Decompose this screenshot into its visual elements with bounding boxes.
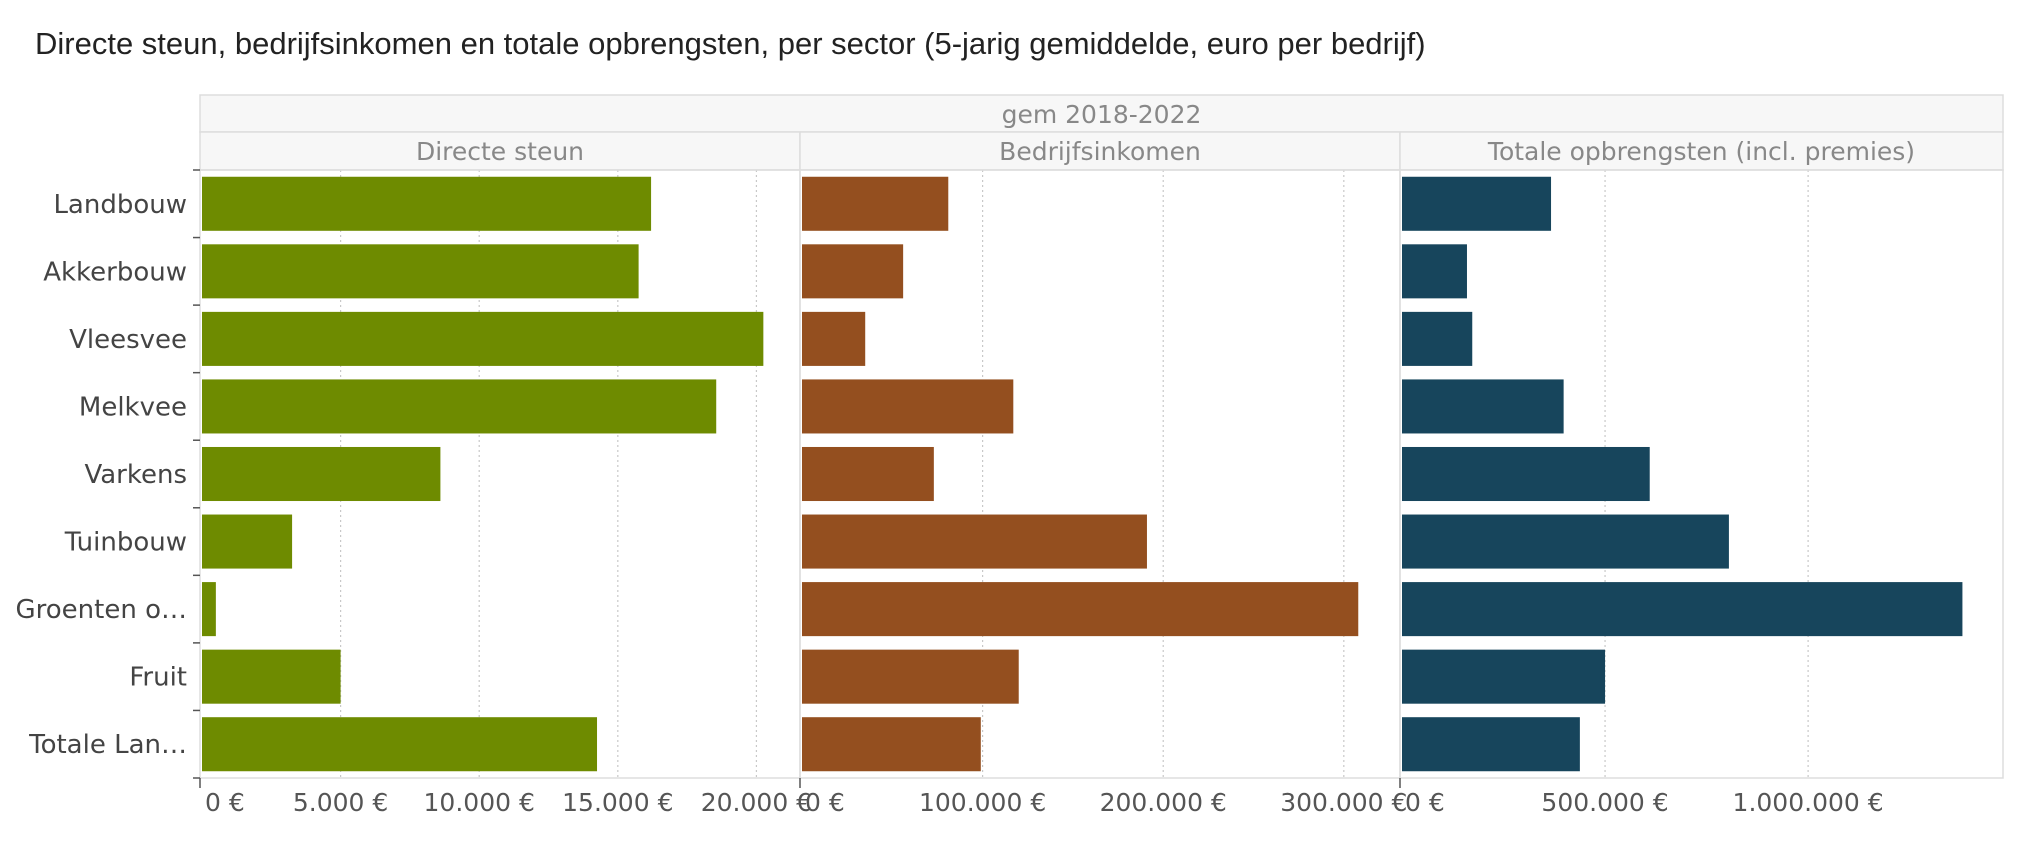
x-tick-label-directe-steun-4: 20.000 € (701, 788, 812, 817)
bar-directe-steun-totale-lan (202, 717, 598, 772)
bar-totale-opbrengsten-incl-premies-melkvee (1402, 379, 1564, 434)
bar-totale-opbrengsten-incl-premies-tuinbouw (1402, 514, 1729, 569)
x-tick-label-bedrijfsinkomen-2: 200.000 € (1100, 788, 1227, 817)
panel-strip-directe-steun (199, 131, 801, 171)
bars (202, 176, 1963, 772)
category-label-groenten-o: Groenten o… (16, 595, 188, 625)
x-tick-label-directe-steun-1: 5.000 € (293, 788, 388, 817)
bar-totale-opbrengsten-incl-premies-vleesvee (1402, 311, 1473, 366)
bar-totale-opbrengsten-incl-premies-groenten-o (1402, 582, 1963, 637)
x-tick-label-bedrijfsinkomen-1: 100.000 € (919, 788, 1046, 817)
bar-directe-steun-varkens (202, 446, 441, 502)
column-header-strip (199, 94, 2004, 133)
bar-directe-steun-vleesvee (202, 311, 764, 366)
bar-totale-opbrengsten-incl-premies-landbouw (1402, 176, 1552, 231)
bar-bedrijfsinkomen-groenten-o (802, 582, 1359, 637)
category-label-landbouw: Landbouw (53, 190, 187, 220)
bar-directe-steun-akkerbouw (202, 244, 639, 299)
panel-strip-bedrijfsinkomen (799, 131, 1401, 171)
bar-bedrijfsinkomen-tuinbouw (802, 514, 1147, 569)
x-tick-label-bedrijfsinkomen-3: 300.000 € (1280, 788, 1407, 817)
bar-totale-opbrengsten-incl-premies-totale-lan (1402, 717, 1580, 772)
bar-directe-steun-fruit (202, 649, 341, 704)
bar-totale-opbrengsten-incl-premies-varkens (1402, 446, 1650, 502)
category-label-totale-lan: Totale Lan… (28, 730, 187, 760)
bar-directe-steun-groenten-o (202, 582, 216, 637)
bar-totale-opbrengsten-incl-premies-fruit (1402, 649, 1606, 704)
bar-bedrijfsinkomen-vleesvee (802, 311, 866, 366)
category-label-fruit: Fruit (129, 663, 187, 693)
panel-frame (199, 169, 2004, 779)
bar-bedrijfsinkomen-fruit (802, 649, 1019, 704)
panel-strip-label-directe-steun: Directe steun (416, 137, 584, 166)
x-tick-label-totale-opbrengsten-incl-premies-0: 0 € (1405, 788, 1445, 817)
x-tick-label-directe-steun-0: 0 € (205, 788, 245, 817)
bar-directe-steun-tuinbouw (202, 514, 293, 569)
category-label-varkens: Varkens (84, 460, 187, 490)
category-label-tuinbouw: Tuinbouw (64, 528, 187, 558)
x-tick-label-directe-steun-3: 15.000 € (562, 788, 673, 817)
bar-totale-opbrengsten-incl-premies-akkerbouw (1402, 244, 1467, 299)
category-label-akkerbouw: Akkerbouw (43, 257, 187, 287)
panel-frame-totale-opbrengsten-incl-premies (1399, 169, 2004, 779)
bar-bedrijfsinkomen-akkerbouw (802, 244, 904, 299)
bar-bedrijfsinkomen-landbouw (802, 176, 949, 231)
panel-strip-label-bedrijfsinkomen: Bedrijfsinkomen (999, 137, 1201, 166)
column-header-label: gem 2018-2022 (1002, 100, 1202, 129)
bar-directe-steun-landbouw (202, 176, 652, 231)
bar-directe-steun-melkvee (202, 379, 717, 434)
x-tick-label-totale-opbrengsten-incl-premies-2: 1.000.000 € (1733, 788, 1884, 817)
axes: 0 €5.000 €10.000 €15.000 €20.000 €0 €100… (16, 169, 1884, 817)
category-label-melkvee: Melkvee (79, 392, 187, 422)
x-tick-label-directe-steun-2: 10.000 € (424, 788, 535, 817)
facet-strips: gem 2018-2022 Directe steun Bedrijfsinkome… (199, 94, 2004, 171)
panel-strip-label-totale-opbrengsten-incl-premies: Totale opbrengsten (incl. premies) (1487, 137, 1915, 166)
x-tick-label-bedrijfsinkomen-0: 0 € (805, 788, 845, 817)
category-label-vleesvee: Vleesvee (69, 325, 187, 355)
bar-bedrijfsinkomen-melkvee (802, 379, 1014, 434)
bar-bedrijfsinkomen-totale-lan (802, 717, 981, 772)
x-tick-label-totale-opbrengsten-incl-premies-1: 500.000 € (1541, 788, 1668, 817)
chart-title: Directe steun, bedrijfsinkomen en totale… (35, 26, 1426, 61)
bar-bedrijfsinkomen-varkens (802, 446, 934, 502)
